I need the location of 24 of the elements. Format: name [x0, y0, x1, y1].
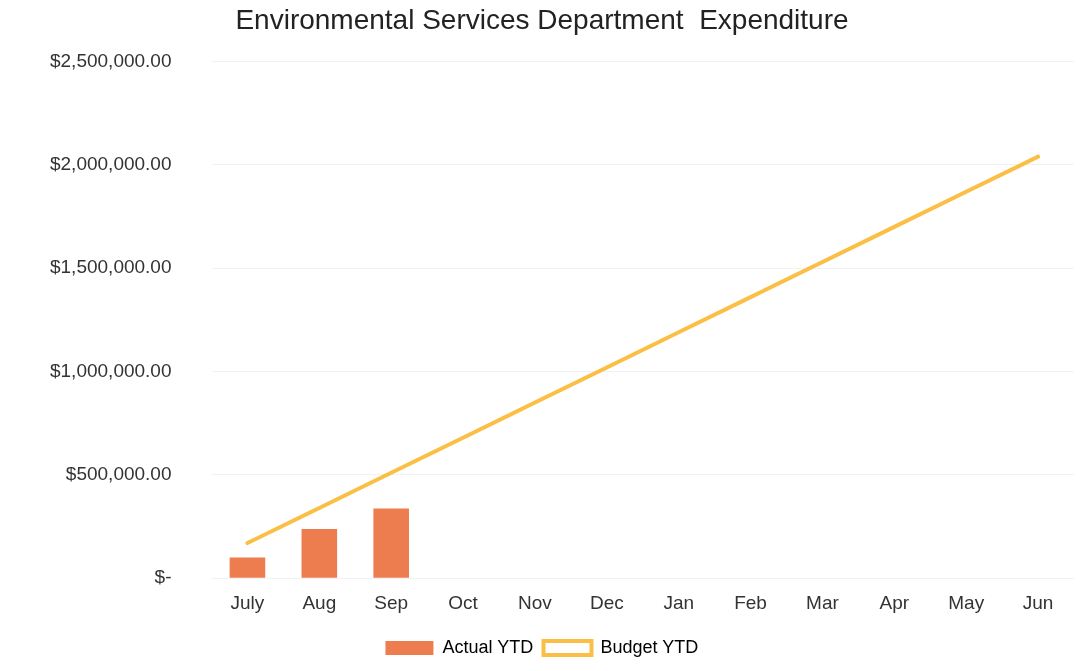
legend-label: Budget YTD	[600, 636, 699, 657]
y-tick-label: $2,000,000.00	[49, 153, 172, 175]
x-tick-label: Jun	[1022, 591, 1054, 613]
x-tick-label: Sep	[374, 591, 409, 613]
x-tick-label: Dec	[589, 591, 624, 613]
x-tick-label: Mar	[806, 591, 840, 613]
y-tick-label: $1,500,000.00	[49, 256, 172, 278]
x-tick-label: Aug	[302, 591, 337, 613]
chart-title: Environmental Services Department Expenditure	[235, 3, 849, 35]
y-tick-label: $500,000.00	[65, 463, 172, 485]
x-tick-label: May	[948, 591, 985, 613]
bar	[229, 557, 266, 578]
x-tick-label: Oct	[448, 591, 479, 613]
bar	[301, 529, 338, 578]
y-tick-label: $2,500,000.00	[49, 49, 172, 71]
legend-label: Actual YTD	[442, 636, 534, 657]
x-tick-label: Nov	[518, 591, 553, 613]
x-tick-label: Feb	[734, 591, 767, 613]
y-tick-label: $-	[154, 566, 172, 588]
x-tick-label: July	[230, 591, 265, 613]
x-tick-label: Jan	[663, 591, 695, 613]
bar	[373, 508, 409, 578]
y-tick-label: $1,000,000.00	[49, 359, 172, 381]
x-tick-label: Apr	[879, 591, 910, 613]
